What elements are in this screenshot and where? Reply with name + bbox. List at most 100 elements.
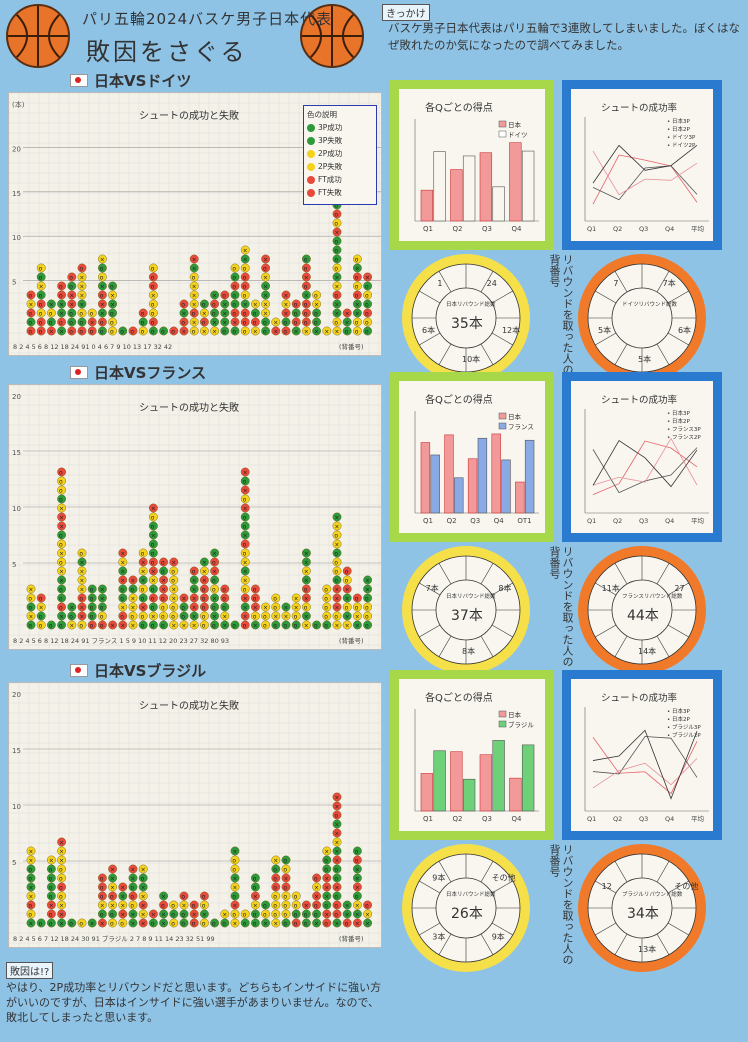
shot-dot — [57, 512, 66, 522]
shot-dot — [57, 909, 66, 919]
quarter-tick: OT1 — [517, 517, 531, 525]
shot-dot — [210, 290, 220, 300]
shot-dot — [57, 593, 66, 603]
shot-dot — [128, 909, 138, 919]
legend-swatch — [498, 710, 507, 718]
shot-dot-mark: o — [294, 903, 298, 910]
shot-dot — [312, 299, 321, 309]
shot-dot — [26, 299, 36, 309]
shot-dot — [312, 326, 321, 336]
shot-dot — [240, 530, 250, 540]
shot-dot-mark: × — [243, 533, 248, 540]
bar-japan — [479, 152, 493, 222]
shot-dot-mark: o — [222, 293, 226, 300]
shot-dot — [230, 873, 240, 883]
shot-dot-mark: × — [253, 623, 258, 630]
shot-dot-mark: o — [232, 311, 236, 318]
shot-dot-mark: × — [202, 311, 207, 318]
shot-dot — [332, 873, 342, 883]
shot-dot-mark: o — [49, 921, 53, 928]
shot-dot — [87, 326, 97, 336]
shot-dot — [332, 281, 342, 291]
shot-dot-mark: o — [130, 587, 134, 594]
quarter-score-chart-0: 各Qごとの得点 Q1 Q2 Q3 Q4 日本 ドイツ — [390, 80, 554, 250]
shot-dot — [26, 900, 36, 910]
shot-dot — [47, 855, 56, 865]
shot-dot-mark: × — [365, 275, 370, 282]
shot-dot-mark: × — [59, 858, 64, 865]
shot-dot — [57, 873, 66, 883]
shot-dot-mark: o — [69, 614, 73, 621]
shot-dot-mark: o — [192, 329, 196, 336]
shot-dot-mark: o — [151, 329, 155, 336]
shot-dot-mark: × — [283, 605, 288, 612]
rate-line — [592, 737, 698, 795]
shot-dot-mark: o — [334, 578, 338, 585]
shot-dot-mark: o — [324, 867, 328, 874]
shot-dot-mark: × — [69, 293, 74, 300]
shot-dot — [332, 566, 342, 576]
shot-dot — [240, 521, 250, 531]
shot-dot — [332, 512, 342, 522]
shot-dot — [159, 326, 169, 336]
shot-dot — [352, 873, 362, 883]
shot-dot — [108, 900, 118, 910]
shot-dot-mark: o — [273, 596, 277, 603]
shot-dot-mark: × — [59, 311, 64, 318]
shot-dot-mark: o — [171, 578, 175, 585]
shot-dot-mark: o — [294, 894, 298, 901]
y-tick-label: 20 — [12, 145, 21, 153]
shot-dot — [230, 882, 240, 892]
bar-opponent — [433, 750, 446, 812]
shot-dot — [332, 272, 342, 282]
shot-dot-mark: o — [171, 605, 175, 612]
shot-dot — [57, 494, 66, 504]
shot-dot-mark: × — [314, 885, 319, 892]
shot-dot — [159, 593, 169, 603]
shot-dot — [240, 620, 250, 630]
shot-dot-mark: o — [192, 921, 196, 928]
shot-dot-mark: × — [334, 804, 339, 811]
shot-dot-mark: × — [192, 587, 197, 594]
rate-tick: 平均 — [691, 516, 705, 525]
shot-dot — [47, 308, 56, 318]
shot-dot — [118, 548, 128, 558]
bar-opponent — [492, 740, 505, 812]
shot-chart-1: 20 15 10 5 シュートの成功と失敗 o × o o × o o × o o o × o o o × × o × o o × ×… — [8, 384, 382, 650]
shot-dot-mark: × — [141, 885, 146, 892]
shot-dot — [363, 900, 372, 910]
shot-dot-mark: × — [59, 302, 64, 309]
shot-dot-mark: × — [345, 903, 350, 910]
shot-dot-mark: × — [192, 257, 197, 264]
shot-dot-mark: × — [49, 858, 54, 865]
rate-tick: Q2 — [613, 517, 622, 525]
shot-dot — [108, 308, 118, 318]
shot-dot-mark: o — [283, 921, 287, 928]
shot-dot-mark: × — [59, 551, 64, 558]
shot-dot-mark: o — [253, 587, 257, 594]
shot-dot — [261, 263, 271, 273]
shot-dot — [342, 909, 352, 919]
shot-dot — [301, 566, 311, 576]
shot-dot-mark: o — [273, 885, 277, 892]
shot-dot-mark: × — [304, 329, 309, 336]
shot-dot — [322, 900, 332, 910]
rebound-donut-opponent-1: フランスリバウンド総数 44本 27 14本 11本 — [578, 546, 706, 674]
shot-dot — [108, 620, 118, 630]
shot-dot-mark: × — [263, 275, 268, 282]
rebound-segment-label: 9本 — [432, 872, 445, 882]
rate-tick: Q1 — [587, 517, 596, 525]
shot-dot — [230, 864, 240, 874]
shot-dot — [301, 263, 311, 273]
shot-dot — [291, 900, 301, 910]
shot-dot-mark: o — [69, 320, 73, 327]
shot-dot-mark: o — [39, 329, 43, 336]
shot-dot-mark: × — [79, 293, 84, 300]
shot-dot-mark: × — [232, 903, 237, 910]
shot-dot-mark: × — [355, 885, 360, 892]
quarter-tick: Q3 — [482, 225, 492, 233]
shot-dot — [301, 317, 311, 327]
shot-dot-mark: o — [232, 858, 236, 865]
shot-dot — [189, 281, 199, 291]
japan-flag-icon — [70, 74, 88, 87]
